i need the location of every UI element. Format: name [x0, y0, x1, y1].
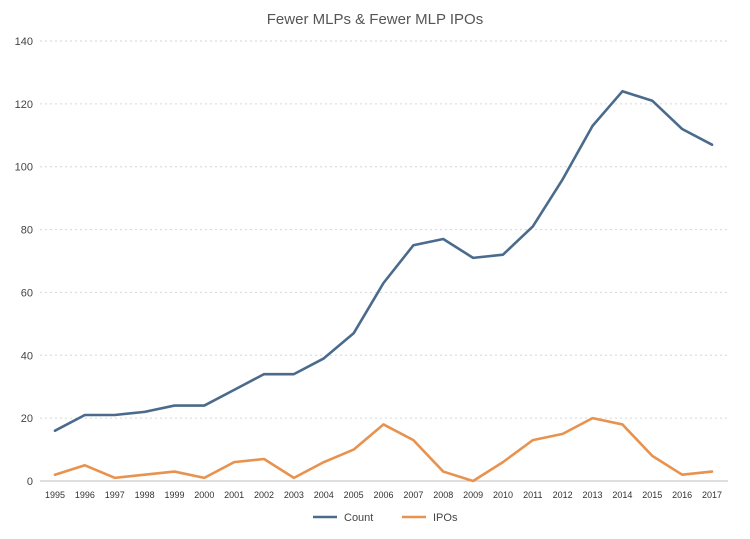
legend-item-count: Count [313, 512, 373, 524]
data-point-count [321, 355, 327, 361]
data-point-count [560, 176, 566, 182]
x-tick-label: 2009 [463, 490, 483, 500]
data-point-count [709, 142, 715, 148]
x-tick-label: 1997 [105, 490, 125, 500]
data-point-ipos [410, 437, 416, 443]
data-point-count [142, 409, 148, 415]
grid-layer [40, 40, 728, 482]
data-point-ipos [530, 437, 536, 443]
series-count [52, 88, 715, 434]
data-point-count [112, 412, 118, 418]
data-point-count [530, 223, 536, 229]
data-point-count [52, 428, 58, 434]
data-point-ipos [261, 456, 267, 462]
data-point-ipos [679, 472, 685, 478]
x-tick-label: 2001 [224, 490, 244, 500]
x-tick-label: 2014 [612, 490, 632, 500]
data-point-count [171, 403, 177, 409]
y-tick-label: 60 [21, 287, 33, 299]
x-tick-label: 1998 [135, 490, 155, 500]
series-layer [52, 88, 715, 484]
series-line-ipos [53, 416, 714, 483]
x-tick-label: 1995 [45, 490, 65, 500]
y-tick-label: 40 [21, 350, 33, 362]
data-point-ipos [321, 459, 327, 465]
data-point-ipos [500, 459, 506, 465]
data-point-ipos [619, 421, 625, 427]
y-tick-label: 100 [15, 162, 33, 174]
x-tick-label: 2000 [194, 490, 214, 500]
x-tick-label: 1996 [75, 490, 95, 500]
data-point-count [82, 412, 88, 418]
y-tick-label: 140 [15, 36, 33, 48]
data-point-count [470, 255, 476, 261]
x-tick-label: 2010 [493, 490, 513, 500]
x-tick-label: 2017 [702, 490, 722, 500]
x-tick-label: 2005 [344, 490, 364, 500]
data-point-count [291, 371, 297, 377]
data-point-ipos [52, 472, 58, 478]
data-point-ipos [381, 421, 387, 427]
x-tick-label: 2011 [523, 490, 542, 500]
data-point-ipos [649, 453, 655, 459]
data-point-count [590, 123, 596, 129]
x-axis-ticks: 1995 1996 1997 1998 1999 2000 2001 2002 2003 2004… [45, 490, 722, 500]
x-tick-label: 2004 [314, 490, 334, 500]
data-point-count [261, 371, 267, 377]
x-tick-label: 1999 [164, 490, 184, 500]
legend-label-count: Count [344, 512, 373, 524]
data-point-ipos [560, 431, 566, 437]
data-point-ipos [201, 475, 207, 481]
y-tick-label: 0 [27, 476, 33, 488]
legend-label-ipos: IPOs [433, 512, 458, 524]
legend: Count IPOs [313, 512, 458, 524]
data-point-ipos [470, 478, 476, 484]
data-point-count [500, 252, 506, 258]
data-point-ipos [112, 475, 118, 481]
data-point-count [201, 403, 207, 409]
x-tick-label: 2015 [642, 490, 662, 500]
x-tick-label: 2013 [583, 490, 603, 500]
data-point-ipos [142, 472, 148, 478]
data-point-count [649, 98, 655, 104]
data-point-ipos [590, 415, 596, 421]
data-point-count [679, 126, 685, 132]
data-point-count [381, 280, 387, 286]
data-point-count [351, 330, 357, 336]
data-point-ipos [291, 475, 297, 481]
y-tick-label: 20 [21, 413, 33, 425]
data-point-count [231, 387, 237, 393]
x-tick-label: 2002 [254, 490, 274, 500]
y-axis-ticks: 0 20 40 60 80 100 120 140 [15, 36, 33, 488]
data-point-count [619, 88, 625, 94]
x-tick-label: 2003 [284, 490, 304, 500]
x-tick-label: 2008 [433, 490, 453, 500]
data-point-count [440, 236, 446, 242]
data-point-ipos [171, 469, 177, 475]
x-tick-label: 2016 [672, 490, 692, 500]
data-point-ipos [440, 469, 446, 475]
x-tick-label: 2006 [373, 490, 393, 500]
data-point-ipos [231, 459, 237, 465]
data-point-ipos [351, 447, 357, 453]
series-ipos [52, 415, 715, 484]
data-point-count [410, 242, 416, 248]
series-line-count [53, 89, 714, 433]
legend-item-ipos: IPOs [402, 512, 458, 524]
y-tick-label: 80 [21, 225, 33, 237]
data-point-ipos [709, 469, 715, 475]
chart-title: Fewer MLPs & Fewer MLP IPOs [267, 11, 483, 28]
x-tick-label: 2007 [403, 490, 423, 500]
data-point-ipos [82, 462, 88, 468]
x-tick-label: 2012 [553, 490, 573, 500]
y-tick-label: 120 [15, 99, 33, 111]
